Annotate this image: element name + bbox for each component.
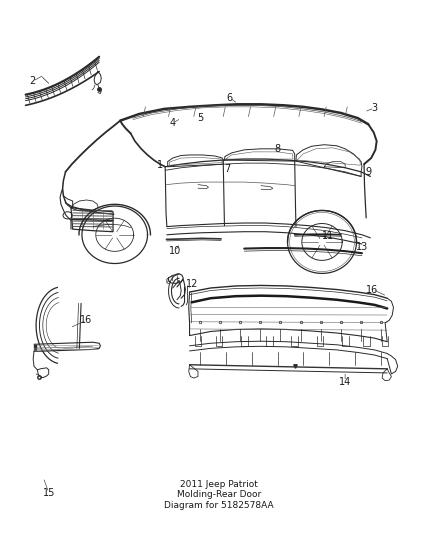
Text: 6: 6 [226, 93, 233, 103]
Text: 4: 4 [170, 118, 176, 128]
Text: 2011 Jeep Patriot
Molding-Rear Door
Diagram for 5182578AA: 2011 Jeep Patriot Molding-Rear Door Diag… [164, 480, 274, 510]
Text: 14: 14 [339, 377, 351, 386]
Text: 10: 10 [169, 246, 181, 256]
Text: 7: 7 [224, 164, 230, 174]
Text: 9: 9 [365, 167, 371, 177]
Text: 2: 2 [30, 76, 36, 86]
Text: 11: 11 [322, 231, 335, 241]
Text: 8: 8 [275, 144, 281, 154]
Text: 3: 3 [371, 103, 378, 113]
Text: 5: 5 [197, 113, 203, 123]
Text: 13: 13 [356, 242, 368, 252]
Text: 12: 12 [185, 279, 198, 289]
Text: 16: 16 [81, 315, 93, 325]
Text: 1: 1 [157, 160, 163, 170]
Text: 15: 15 [42, 488, 55, 498]
Text: 16: 16 [366, 285, 378, 295]
